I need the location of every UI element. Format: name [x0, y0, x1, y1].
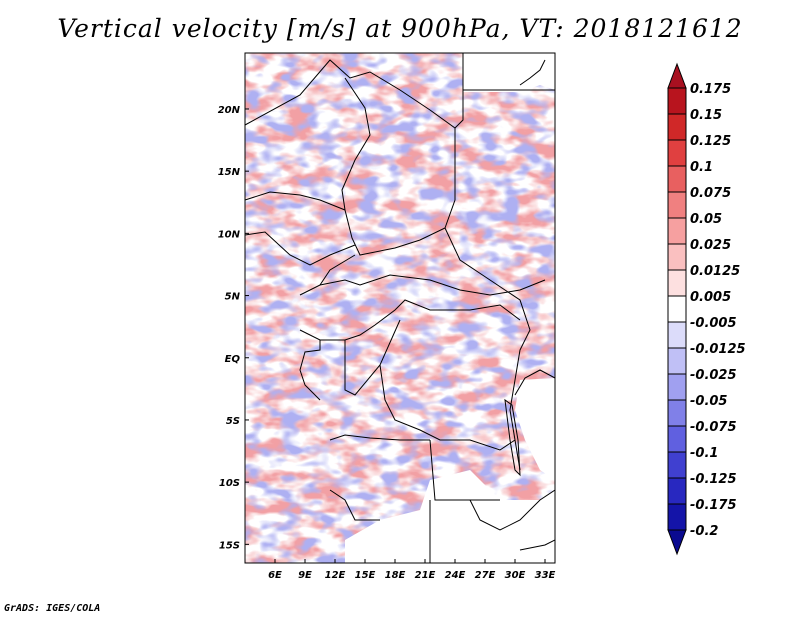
colorbar-label: 0.175 [690, 82, 731, 97]
lat-tick-label: EQ [225, 354, 241, 365]
colorbar-label: -0.0125 [690, 342, 746, 357]
colorbar-swatch [667, 165, 687, 193]
colorbar-swatch [667, 425, 687, 453]
colorbar-swatch [667, 217, 687, 245]
lon-tick-label: 33E [535, 570, 556, 581]
lon-tick-label: 18E [385, 570, 406, 581]
colorbar-label: -0.005 [690, 316, 737, 331]
velocity-field [245, 53, 555, 563]
lon-tick-label: 24E [445, 570, 466, 581]
lat-tick-label: 10N [218, 229, 241, 240]
lon-tick-label: 9E [298, 570, 312, 581]
lon-tick-label: 12E [325, 570, 346, 581]
colorbar-swatch [667, 139, 687, 167]
colorbar-label: -0.125 [690, 472, 737, 487]
colorbar-swatch [667, 477, 687, 505]
colorbar-swatch [667, 191, 687, 219]
lon-tick-label: 15E [355, 570, 376, 581]
colorbar-label: 0.025 [690, 238, 731, 253]
colorbar-swatch [667, 269, 687, 297]
map-title: Vertical velocity [m/s] at 900hPa, VT: 2… [57, 14, 743, 43]
longitude-ticks: 6E 9E 12E 15E 18E 21E 24E 27E 30E 33E [268, 559, 556, 581]
colorbar-label: -0.075 [690, 420, 737, 435]
colorbar-swatch [667, 451, 687, 479]
colorbar-label: -0.2 [690, 524, 718, 539]
colorbar-label: 0.075 [690, 186, 731, 201]
country-borders [245, 53, 555, 563]
colorbar-label: 0.125 [690, 134, 731, 149]
lat-tick-label: 5N [225, 292, 241, 303]
lon-tick-label: 27E [475, 570, 496, 581]
lat-tick-label: 15S [219, 540, 240, 551]
credit-text: GrADS: IGES/COLA [4, 603, 101, 614]
colorbar-swatch [667, 113, 687, 141]
colorbar-swatch [667, 295, 687, 323]
colorbar-swatch [667, 373, 687, 401]
colorbar-label: 0.1 [690, 160, 713, 175]
colorbar-swatch [667, 87, 687, 115]
colorbar-swatch [667, 503, 687, 531]
lake-region [515, 378, 555, 480]
colorbar-label: 0.05 [690, 212, 722, 227]
lon-tick-label: 21E [415, 570, 436, 581]
lon-tick-label: 6E [268, 570, 282, 581]
colorbar: 0.175 0.15 0.125 0.1 0.075 0.05 0.025 0.0125 0.0… [667, 62, 746, 556]
colorbar-swatch [667, 347, 687, 375]
lat-tick-label: 20N [218, 105, 241, 116]
map-frame-border [244, 52, 556, 564]
colorbar-label: -0.175 [690, 498, 737, 513]
latitude-ticks: 20N 15N 10N 5N EQ 5S 10S 15S [218, 105, 249, 551]
colorbar-label: -0.1 [690, 446, 718, 461]
no-data-region-north [463, 53, 555, 92]
colorbar-label: 0.0125 [690, 264, 740, 279]
lat-tick-label: 5S [226, 416, 240, 427]
colorbar-label: 0.005 [690, 290, 731, 305]
no-data-region [345, 470, 555, 563]
lon-tick-label: 30E [505, 570, 526, 581]
colorbar-bottom-arrow [667, 529, 687, 556]
colorbar-label: 0.15 [690, 108, 722, 123]
colorbar-swatch [667, 243, 687, 271]
colorbar-label: -0.05 [690, 394, 727, 409]
lat-tick-label: 15N [218, 167, 241, 178]
colorbar-swatch [667, 321, 687, 349]
lat-tick-label: 10S [219, 478, 240, 489]
colorbar-swatch [667, 399, 687, 427]
colorbar-label: -0.025 [690, 368, 737, 383]
colorbar-top-arrow [667, 62, 687, 89]
